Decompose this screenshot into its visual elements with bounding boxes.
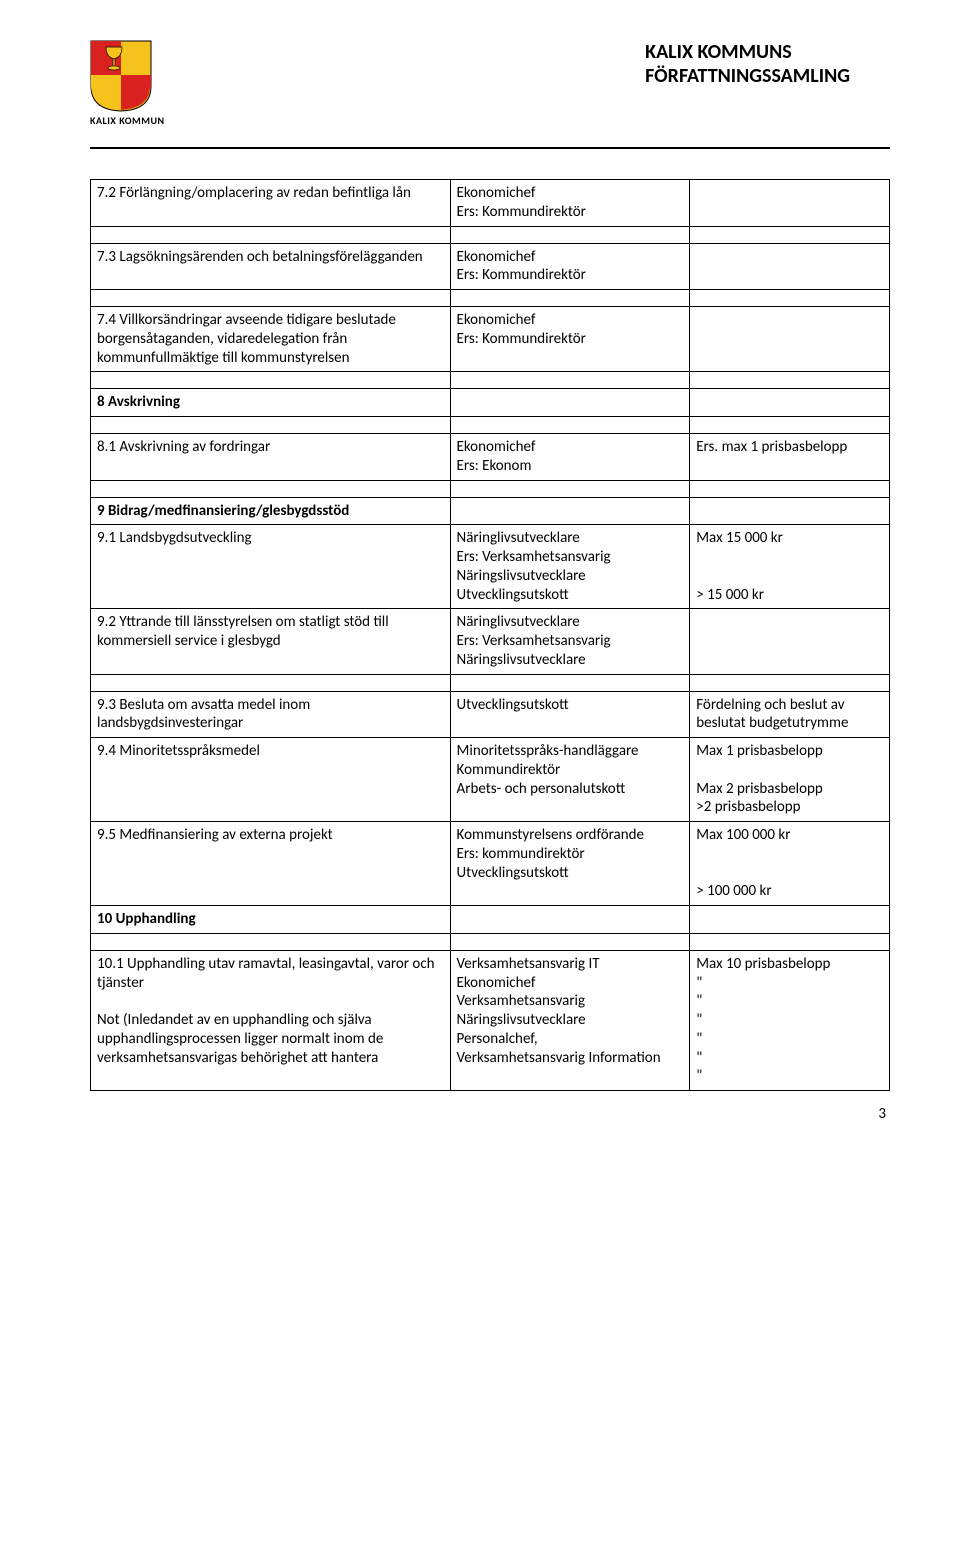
table-cell: Näringlivsutvecklare Ers: Verksamhetsans… [450,525,690,609]
table-cell: Max 10 prisbasbelopp " " " " " " [690,950,890,1090]
table-row: 10.1 Upphandling utav ramavtal, leasinga… [91,950,890,1090]
spacer-cell [690,290,890,307]
table-row: 7.2 Förlängning/omplacering av redan bef… [91,180,890,227]
table-cell: Ekonomichef Ers: Kommundirektör [450,180,690,227]
table-cell: Kommunstyrelsens ordförande Ers: kommund… [450,822,690,906]
spacer-cell [450,480,690,497]
table-cell [690,307,890,372]
table-cell: 9.4 Minoritetsspråksmedel [91,738,451,822]
table-row: 8.1 Avskrivning av fordringarEkonomichef… [91,434,890,481]
table-cell: Verksamhetsansvarig IT Ekonomichef Verks… [450,950,690,1090]
spacer-cell [91,290,451,307]
table-cell: Ers. max 1 prisbasbelopp [690,434,890,481]
table-cell [690,906,890,934]
spacer-cell [450,674,690,691]
delegation-table: 7.2 Förlängning/omplacering av redan bef… [90,179,890,1091]
logo-block: KALIX KOMMUN [90,40,200,127]
spacer-cell [690,372,890,389]
table-row [91,417,890,434]
spacer-cell [91,372,451,389]
table-cell [450,497,690,525]
table-row [91,933,890,950]
table-cell: Max 100 000 kr > 100 000 kr [690,822,890,906]
spacer-cell [450,290,690,307]
spacer-cell [690,674,890,691]
table-row: 7.4 Villkorsändringar avseende tidigare … [91,307,890,372]
spacer-cell [91,674,451,691]
table-cell [690,180,890,227]
spacer-cell [690,480,890,497]
spacer-cell [690,933,890,950]
page-number: 3 [90,1105,890,1123]
spacer-cell [690,226,890,243]
table-cell: 9.1 Landsbygdsutveckling [91,525,451,609]
table-cell: 7.4 Villkorsändringar avseende tidigare … [91,307,451,372]
spacer-cell [690,417,890,434]
table-cell: Fördelning och beslut av beslutat budget… [690,691,890,738]
table-cell [450,906,690,934]
table-row: 8 Avskrivning [91,389,890,417]
table-cell: 9.3 Besluta om avsatta medel inom landsb… [91,691,451,738]
spacer-cell [91,417,451,434]
table-cell: Minoritetsspråks-handläggare Kommundirek… [450,738,690,822]
table-cell: Ekonomichef Ers: Ekonom [450,434,690,481]
header-title-line2: FÖRFATTNINGSSAMLING [645,64,850,88]
table-cell: Max 1 prisbasbelopp Max 2 prisbasbelopp … [690,738,890,822]
table-cell: 10 Upphandling [91,906,451,934]
table-cell: Max 15 000 kr > 15 000 kr [690,525,890,609]
table-row [91,290,890,307]
table-row: 10 Upphandling [91,906,890,934]
header-title-line1: KALIX KOMMUNS [645,40,850,64]
table-cell: 7.3 Lagsökningsärenden och betalningsför… [91,243,451,290]
table-cell [450,389,690,417]
table-cell: 9.5 Medfinansiering av externa projekt [91,822,451,906]
spacer-cell [91,933,451,950]
spacer-cell [91,480,451,497]
table-row: 7.3 Lagsökningsärenden och betalningsför… [91,243,890,290]
table-row [91,480,890,497]
table-cell [690,243,890,290]
spacer-cell [450,226,690,243]
spacer-cell [91,226,451,243]
table-row: 9.3 Besluta om avsatta medel inom landsb… [91,691,890,738]
table-cell: 8 Avskrivning [91,389,451,417]
page-header: KALIX KOMMUN KALIX KOMMUNS FÖRFATTNINGSS… [90,40,890,127]
table-row [91,674,890,691]
header-rule [90,147,890,149]
table-cell [690,609,890,674]
table-cell: 7.2 Förlängning/omplacering av redan bef… [91,180,451,227]
table-cell: Utvecklingsutskott [450,691,690,738]
table-row: 9 Bidrag/medfinansiering/glesbygdsstöd [91,497,890,525]
table-row: 9.4 MinoritetsspråksmedelMinoritetsspråk… [91,738,890,822]
table-cell: Näringlivsutvecklare Ers: Verksamhetsans… [450,609,690,674]
table-row [91,372,890,389]
table-cell [690,389,890,417]
table-cell [690,497,890,525]
table-row: 9.5 Medfinansiering av externa projektKo… [91,822,890,906]
table-cell: Ekonomichef Ers: Kommundirektör [450,307,690,372]
spacer-cell [450,372,690,389]
table-row: 9.1 LandsbygdsutvecklingNäringlivsutveck… [91,525,890,609]
header-title: KALIX KOMMUNS FÖRFATTNINGSSAMLING [645,40,890,88]
logo-caption: KALIX KOMMUN [90,114,200,127]
table-row: 9.2 Yttrande till länsstyrelsen om statl… [91,609,890,674]
table-cell: 9 Bidrag/medfinansiering/glesbygdsstöd [91,497,451,525]
spacer-cell [450,417,690,434]
table-cell: Ekonomichef Ers: Kommundirektör [450,243,690,290]
table-row [91,226,890,243]
kalix-shield-logo [90,40,152,112]
spacer-cell [450,933,690,950]
table-cell: 10.1 Upphandling utav ramavtal, leasinga… [91,950,451,1090]
table-cell: 8.1 Avskrivning av fordringar [91,434,451,481]
table-cell: 9.2 Yttrande till länsstyrelsen om statl… [91,609,451,674]
